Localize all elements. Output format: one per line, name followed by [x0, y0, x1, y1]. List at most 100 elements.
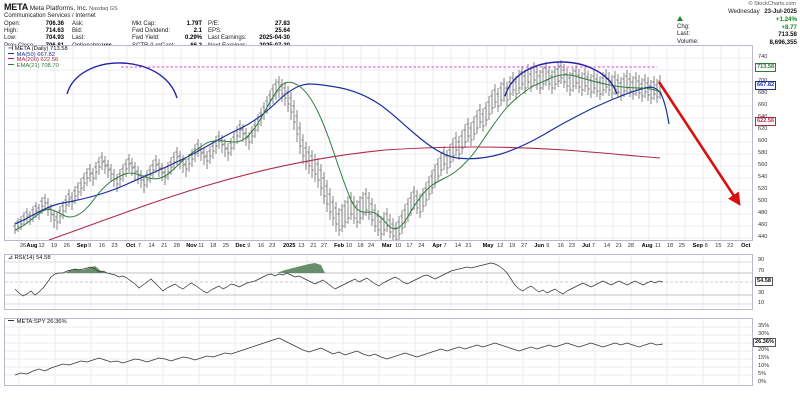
x-axis-label: Sep	[692, 243, 703, 249]
low-label: Low:	[4, 35, 17, 42]
horizontal-gridlines	[5, 57, 752, 239]
realtime-quote-block: Wednesday 23-Jul-2025 +1.24% Chg: +8.77 …	[677, 9, 797, 46]
legend-label-ema21: EMA(21) 708.70	[16, 62, 59, 69]
price-legend: ⊣ META (Daily) 713.58 MA(50) 667.82 MA(2…	[8, 46, 68, 69]
rs-tick: 30%	[758, 331, 770, 337]
x-axis-label: 21	[310, 243, 317, 249]
high-label: High:	[4, 28, 19, 35]
x-axis-label: 26	[63, 243, 70, 249]
volume-row: Volume: 8,696,355	[677, 39, 797, 46]
legend-label-ma200: MA(200) 622.56	[16, 57, 59, 64]
rs-tick: 0%	[758, 379, 767, 385]
x-axis-label: 14	[454, 243, 461, 249]
open-label: Open:	[4, 21, 21, 27]
rsi-overbought-fill	[65, 266, 107, 273]
price-chart-panel[interactable]: ⊣ META (Daily) 713.58 MA(50) 667.82 MA(2…	[4, 45, 753, 241]
ma200-pill: 622.56	[755, 117, 777, 126]
ticker-symbol: META	[4, 2, 29, 12]
price-tick: 480	[758, 210, 768, 216]
price-tick: 500	[758, 198, 768, 204]
volume-value: 8,696,355	[769, 38, 797, 46]
rsi-overbought-fill	[277, 263, 325, 273]
x-axis-label: Oct	[741, 243, 751, 249]
bid-label: Bid:	[72, 28, 83, 35]
rsi-legend: ⊿ RSI(14) 54.58	[8, 255, 51, 261]
x-axis-dates: 26 Aug 12 19 26 Sep 9 16 23 Oct 7 14 21 28 Nov 11 18 25 De…	[4, 243, 753, 253]
rsi-tick: 90	[758, 257, 765, 263]
rs-horizontal-gridlines	[5, 326, 752, 376]
x-axis-label: 22	[727, 243, 734, 249]
x-axis-label: 12	[38, 243, 45, 249]
x-axis-label: 19	[51, 243, 58, 249]
rs-legend-label: META:SPY 26.36%	[16, 319, 67, 325]
high-value: 714.63	[45, 28, 64, 35]
x-axis-label: 26	[19, 243, 27, 249]
pe-value: 27.83	[274, 21, 290, 27]
x-axis-label: 9	[88, 243, 92, 249]
ma50-swatch-icon	[8, 52, 14, 54]
last-price-label: Last:	[677, 31, 691, 38]
x-axis-label: 13	[298, 243, 305, 249]
legend-item-ma50: MA(50) 667.82	[8, 52, 68, 59]
x-axis-label: 24	[418, 243, 425, 249]
x-axis-label: 23	[111, 243, 118, 249]
fwd-yield-value: 0.29%	[184, 35, 202, 42]
ema21-swatch-icon	[8, 63, 14, 65]
x-axis-label: May	[482, 243, 494, 249]
x-axis-label: Feb	[334, 243, 345, 249]
rs-value-pill: 26.36%	[753, 338, 776, 347]
quote-row: High: 714.63 Bid: Fwd Dividend: 2.1 EPS:…	[4, 28, 334, 35]
x-axis-label: 12	[497, 243, 504, 249]
x-axis-label: 11	[198, 243, 205, 249]
x-axis-label: 21	[161, 243, 168, 249]
ma200-swatch-icon	[8, 58, 14, 60]
x-axis-label: Nov	[186, 243, 197, 249]
rsi-legend-label: RSI(14) 54.58	[14, 255, 51, 261]
x-axis-label: 7	[443, 243, 447, 249]
x-axis-label: Jul	[581, 243, 591, 249]
x-axis-label: 27	[320, 243, 328, 249]
x-axis-label: 9	[247, 243, 251, 249]
x-axis-label: 21	[615, 243, 623, 249]
legend-item-price: ⊣ META (Daily) 713.58	[8, 46, 68, 53]
fwd-dividend-value: 2.1	[193, 28, 202, 35]
rsi-tick: 10	[758, 300, 765, 306]
x-axis-label: Aug	[26, 243, 38, 249]
legend-item-ma200: MA(200) 622.56	[8, 57, 68, 64]
quote-row: Open: 706.36 Ask: Mkt Cap: 1.79T P/E: 27…	[4, 21, 334, 28]
ohlc-bars	[13, 60, 662, 240]
quote-header: META Meta Platforms, Inc. Nasdaq GS Comm…	[0, 0, 800, 49]
x-axis-label: Mar	[381, 243, 392, 249]
price-tick: 620	[758, 126, 768, 132]
pe-label: P/E:	[208, 21, 220, 27]
x-axis-label: 28	[173, 243, 180, 249]
eps-label: EPS:	[208, 28, 222, 35]
x-axis-label: 27	[521, 243, 528, 249]
price-tick: 520	[758, 186, 768, 192]
rs-vertical-gridlines	[18, 319, 740, 385]
rsi-plot	[5, 255, 752, 309]
x-axis-label: 23	[568, 243, 575, 249]
ma200-line	[48, 146, 661, 240]
x-axis-label: 10	[346, 243, 353, 249]
last-earnings-value: 2025-04-30	[259, 35, 290, 42]
x-axis-label: Jun	[534, 243, 545, 249]
rsi-panel[interactable]: ⊿ RSI(14) 54.58	[4, 254, 753, 310]
open-value: 706.36	[45, 21, 64, 27]
price-tick: 540	[758, 174, 768, 180]
x-axis-label: 21	[465, 243, 472, 249]
percent-change-row: +1.24%	[677, 16, 797, 23]
x-axis-label: 9	[546, 243, 550, 249]
quote-day: Wednesday	[728, 9, 760, 15]
rs-legend: META:SPY 26.36%	[8, 319, 67, 325]
x-axis-label: 23	[269, 243, 276, 249]
rs-plot	[5, 319, 752, 385]
last-price-row: Last: 713.58	[677, 31, 797, 38]
x-axis-label: Dec	[235, 243, 246, 249]
relative-strength-panel[interactable]: META:SPY 26.36%	[4, 318, 753, 386]
last-price-pill: 713.58	[755, 63, 777, 72]
x-axis-label: 15	[715, 243, 722, 249]
rs-tick: 20%	[758, 347, 770, 353]
last-earnings-label: Last Earnings:	[208, 35, 247, 42]
